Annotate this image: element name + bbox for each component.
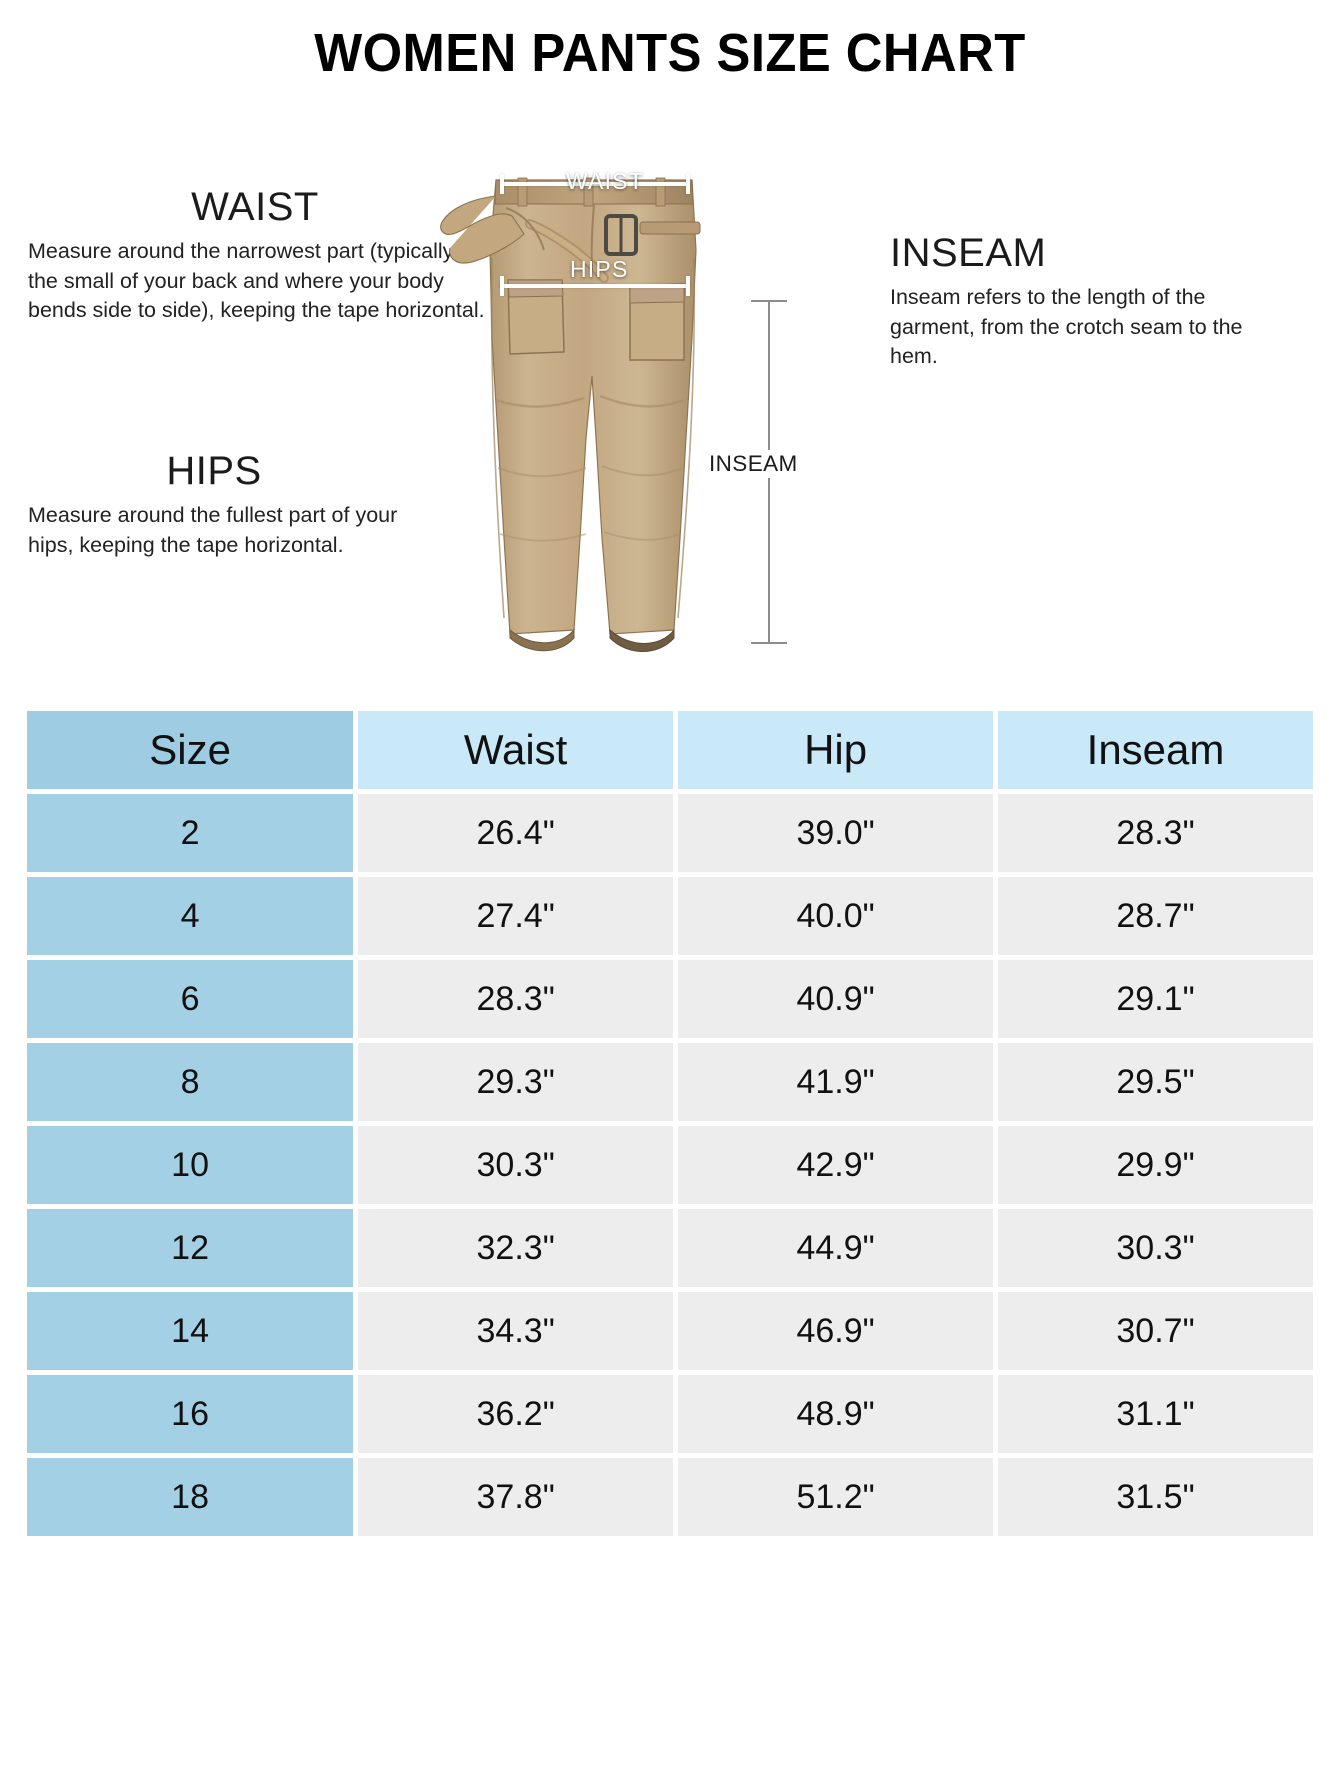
table-row: 16 36.2" 48.9" 31.1"	[27, 1375, 1313, 1453]
cell-waist: 36.2"	[358, 1375, 674, 1453]
cell-hip: 39.0"	[678, 794, 994, 872]
pants-illustration: WAIST HIPS	[434, 138, 754, 668]
waist-info-block: WAIST Measure around the narrowest part …	[28, 186, 488, 326]
table-header-row: Size Waist Hip Inseam	[27, 711, 1313, 789]
cell-inseam: 29.1"	[998, 960, 1313, 1038]
table-row: 12 32.3" 44.9" 30.3"	[27, 1209, 1313, 1287]
size-chart-table: Size Waist Hip Inseam 2 26.4" 39.0" 28.3" 4 2…	[22, 706, 1318, 1541]
cell-waist: 29.3"	[358, 1043, 674, 1121]
cell-hip: 41.9"	[678, 1043, 994, 1121]
cell-inseam: 30.3"	[998, 1209, 1313, 1287]
cell-hip: 40.0"	[678, 877, 994, 955]
table-row: 18 37.8" 51.2" 31.5"	[27, 1458, 1313, 1536]
table-row: 6 28.3" 40.9" 29.1"	[27, 960, 1313, 1038]
inseam-measure-cap-bottom	[751, 642, 787, 644]
table-row: 14 34.3" 46.9" 30.7"	[27, 1292, 1313, 1370]
cell-size: 14	[27, 1292, 354, 1370]
hips-description: Measure around the fullest part of your …	[28, 503, 398, 557]
hips-heading: HIPS	[166, 449, 262, 493]
inseam-info-block: INSEAM Inseam refers to the length of th…	[880, 232, 1260, 372]
cell-inseam: 28.3"	[998, 794, 1313, 872]
cell-hip: 44.9"	[678, 1209, 994, 1287]
inseam-description: Inseam refers to the length of the garme…	[890, 285, 1243, 369]
hips-measure-line	[500, 284, 690, 288]
cell-hip: 42.9"	[678, 1126, 994, 1204]
cell-size: 4	[27, 877, 354, 955]
table-body: 2 26.4" 39.0" 28.3" 4 27.4" 40.0" 28.7" 6 28.3" 40…	[27, 794, 1313, 1536]
cell-size: 12	[27, 1209, 354, 1287]
cell-size: 8	[27, 1043, 354, 1121]
cell-waist: 27.4"	[358, 877, 674, 955]
column-header-size: Size	[27, 711, 354, 789]
table-row: 2 26.4" 39.0" 28.3"	[27, 794, 1313, 872]
hips-measure-cap-right	[686, 276, 690, 296]
cell-inseam: 31.1"	[998, 1375, 1313, 1453]
waist-measure-line	[500, 182, 690, 186]
cell-waist: 30.3"	[358, 1126, 674, 1204]
cell-inseam: 29.5"	[998, 1043, 1313, 1121]
inseam-heading: INSEAM	[890, 231, 1047, 275]
cell-inseam: 29.9"	[998, 1126, 1313, 1204]
cell-waist: 32.3"	[358, 1209, 674, 1287]
column-header-inseam: Inseam	[998, 711, 1313, 789]
cargo-pants-icon	[440, 177, 701, 652]
cell-size: 10	[27, 1126, 354, 1204]
cell-inseam: 28.7"	[998, 877, 1313, 955]
inseam-measure-cap-top	[751, 300, 787, 302]
page-title: WOMEN PANTS SIZE CHART	[314, 23, 1026, 83]
table-row: 10 30.3" 42.9" 29.9"	[27, 1126, 1313, 1204]
cell-hip: 40.9"	[678, 960, 994, 1038]
waist-measure-label: WAIST	[566, 168, 644, 194]
cell-size: 18	[27, 1458, 354, 1536]
cell-hip: 48.9"	[678, 1375, 994, 1453]
cell-waist: 26.4"	[358, 794, 674, 872]
hips-info-block: HIPS Measure around the fullest part of …	[28, 450, 438, 560]
column-header-hip: Hip	[678, 711, 994, 789]
cell-inseam: 31.5"	[998, 1458, 1313, 1536]
cell-waist: 34.3"	[358, 1292, 674, 1370]
cell-size: 16	[27, 1375, 354, 1453]
cell-size: 2	[27, 794, 354, 872]
cell-waist: 28.3"	[358, 960, 674, 1038]
cell-hip: 51.2"	[678, 1458, 994, 1536]
cell-size: 6	[27, 960, 354, 1038]
hips-measure-cap-left	[500, 276, 504, 296]
waist-measure-cap-left	[500, 174, 504, 194]
inseam-measure-label: INSEAM	[706, 450, 801, 478]
cell-hip: 46.9"	[678, 1292, 994, 1370]
table-row: 8 29.3" 41.9" 29.5"	[27, 1043, 1313, 1121]
inseam-measure-indicator: INSEAM	[706, 292, 801, 652]
cell-waist: 37.8"	[358, 1458, 674, 1536]
waist-description: Measure around the narrowest part (typic…	[28, 239, 485, 323]
hips-measure-label: HIPS	[570, 256, 629, 282]
waist-measure-cap-right	[686, 174, 690, 194]
column-header-waist: Waist	[358, 711, 674, 789]
waist-heading: WAIST	[191, 185, 319, 229]
cell-inseam: 30.7"	[998, 1292, 1313, 1370]
table-row: 4 27.4" 40.0" 28.7"	[27, 877, 1313, 955]
